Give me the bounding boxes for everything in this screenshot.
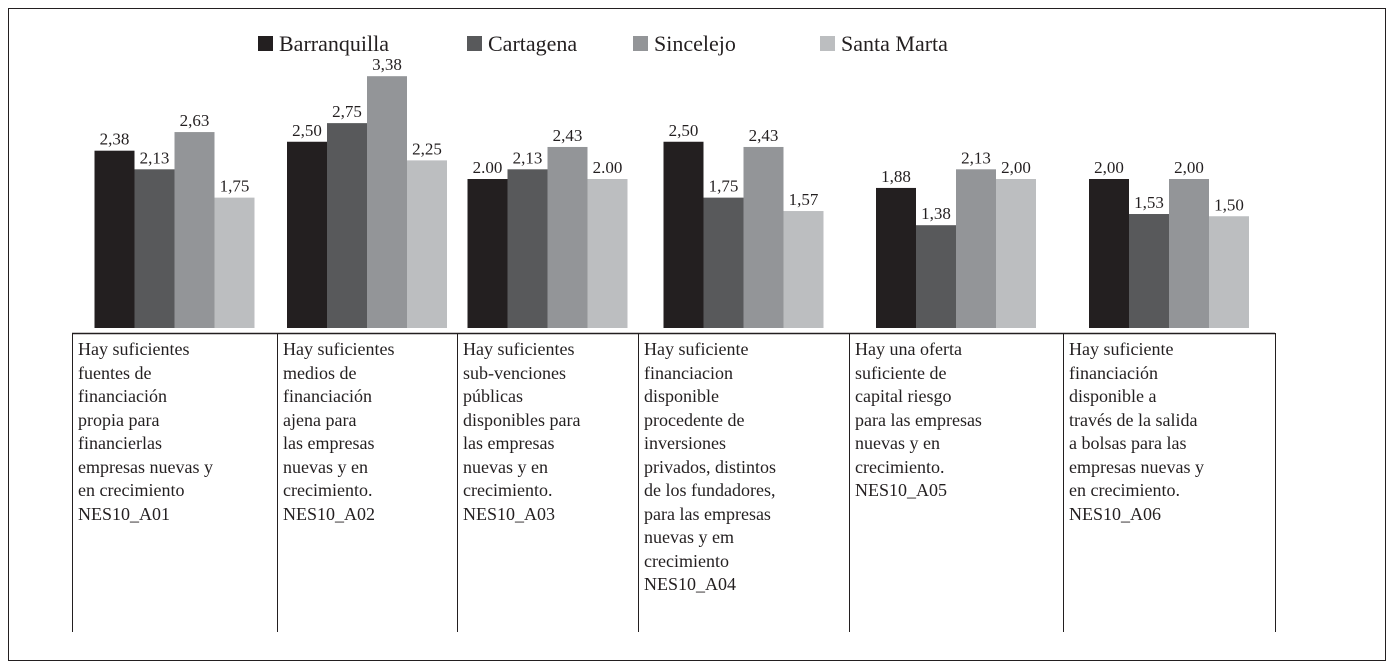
bar — [703, 197, 744, 328]
legend-swatch — [633, 36, 648, 51]
value-label: 2,43 — [553, 126, 583, 145]
bar — [367, 76, 407, 328]
value-label: 2,50 — [669, 121, 699, 140]
bar — [956, 169, 996, 328]
bar — [94, 150, 135, 328]
bar — [174, 132, 215, 328]
legend-label: Sincelejo — [654, 31, 736, 56]
bar — [214, 197, 255, 328]
value-label: 2,13 — [140, 148, 170, 167]
category-label: Hay suficientes sub-venciones públicas d… — [463, 339, 581, 524]
value-label: 1,53 — [1134, 193, 1164, 212]
category-label: Hay suficientes medios de financiación a… — [283, 339, 395, 524]
value-label: 1,50 — [1214, 195, 1244, 214]
value-label: 2,50 — [292, 121, 322, 140]
legend-swatch — [467, 36, 482, 51]
value-label: 1,75 — [709, 177, 739, 196]
bar — [996, 179, 1036, 328]
value-label: 1,75 — [220, 177, 250, 196]
bar — [783, 211, 824, 328]
bar — [743, 146, 784, 328]
frame — [8, 8, 1386, 661]
bar — [467, 179, 508, 328]
bar — [663, 141, 704, 328]
value-label: 2.00 — [473, 158, 503, 177]
bar — [916, 225, 956, 328]
value-label: 2,00 — [1174, 158, 1204, 177]
value-label: 2,38 — [100, 130, 130, 149]
legend-label: Barranquilla — [279, 31, 389, 56]
category-label: Hay suficiente financiación disponible a… — [1069, 339, 1204, 524]
bar — [587, 179, 628, 328]
value-label: 2,75 — [332, 102, 362, 121]
value-label: 3,38 — [372, 55, 402, 74]
value-label: 2,13 — [513, 148, 543, 167]
bar — [407, 160, 447, 328]
bar — [1129, 214, 1169, 328]
legend-swatch — [820, 36, 835, 51]
category-label: Hay una oferta suficiente de capital rie… — [855, 339, 982, 500]
bar — [547, 146, 588, 328]
value-label: 1,88 — [881, 167, 911, 186]
legend-swatch — [258, 36, 273, 51]
bar — [287, 141, 327, 328]
bar — [1209, 216, 1249, 328]
bar — [134, 169, 175, 328]
value-label: 2,00 — [1094, 158, 1124, 177]
value-label: 2,00 — [1001, 158, 1031, 177]
value-label: 2,25 — [412, 139, 442, 158]
bar — [327, 123, 367, 328]
value-label: 2.00 — [593, 158, 623, 177]
bar — [507, 169, 548, 328]
bar — [1169, 179, 1209, 328]
value-label: 2,43 — [749, 126, 779, 145]
legend-label: Cartagena — [488, 31, 577, 56]
value-label: 2,63 — [180, 111, 210, 130]
bar — [1089, 179, 1129, 328]
value-label: 1,38 — [921, 204, 951, 223]
category-label: Hay suficientes fuentes de financiación … — [78, 339, 213, 524]
value-label: 1,57 — [789, 190, 819, 209]
category-label: Hay suficiente financiacion disponible p… — [644, 339, 777, 594]
bar — [876, 187, 916, 328]
legend-label: Santa Marta — [841, 31, 948, 56]
value-label: 2,13 — [961, 148, 991, 167]
